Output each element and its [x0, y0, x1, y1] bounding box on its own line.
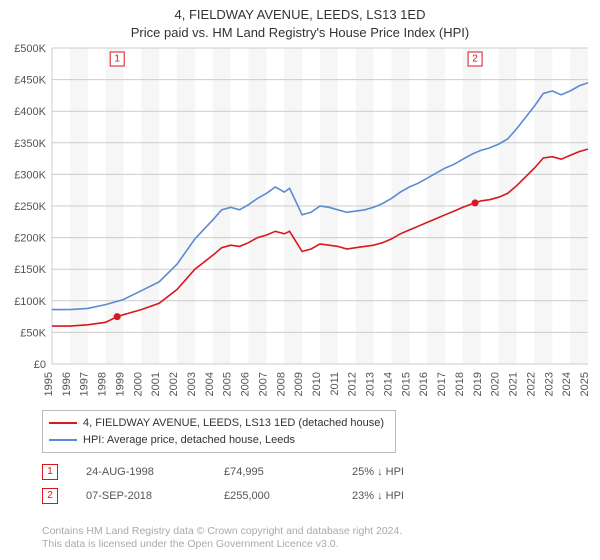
event-marker-box: 1: [42, 464, 58, 480]
event-marker-box: 2: [42, 488, 58, 504]
credits-line1: Contains HM Land Registry data © Crown c…: [42, 525, 402, 539]
svg-text:2023: 2023: [543, 372, 555, 396]
event-dot-2: [472, 199, 479, 206]
svg-text:2017: 2017: [436, 372, 448, 396]
svg-text:1999: 1999: [114, 372, 126, 396]
svg-text:2025: 2025: [579, 372, 591, 396]
svg-text:1996: 1996: [61, 372, 73, 396]
legend-label: 4, FIELDWAY AVENUE, LEEDS, LS13 1ED (det…: [83, 415, 384, 432]
svg-text:1997: 1997: [79, 372, 91, 396]
svg-text:£300K: £300K: [14, 169, 46, 181]
svg-text:2004: 2004: [204, 372, 216, 396]
svg-text:£100K: £100K: [14, 296, 46, 308]
svg-text:2010: 2010: [311, 372, 323, 396]
svg-text:£350K: £350K: [14, 138, 46, 150]
legend-swatch: [49, 439, 77, 441]
svg-text:1998: 1998: [97, 372, 109, 396]
event-delta: 23% ↓ HPI: [352, 490, 442, 502]
svg-text:£250K: £250K: [14, 201, 46, 213]
svg-text:1: 1: [114, 54, 120, 65]
svg-text:2015: 2015: [400, 372, 412, 396]
legend-swatch: [49, 422, 77, 424]
svg-text:2006: 2006: [240, 372, 252, 396]
chart-svg: £0 £50K £100K £150K £200K £250K £300K £350K £400…: [0, 42, 600, 402]
svg-text:2024: 2024: [561, 372, 573, 396]
title-line2: Price paid vs. HM Land Registry's House …: [0, 24, 600, 42]
svg-text:2018: 2018: [454, 372, 466, 396]
svg-text:2003: 2003: [186, 372, 198, 396]
legend: 4, FIELDWAY AVENUE, LEEDS, LS13 1ED (det…: [42, 410, 396, 453]
svg-text:£0: £0: [34, 359, 46, 371]
svg-text:2011: 2011: [329, 372, 341, 396]
svg-text:2012: 2012: [347, 372, 359, 396]
event-row: 2 07-SEP-2018 £255,000 23% ↓ HPI: [42, 488, 442, 504]
svg-text:2000: 2000: [132, 372, 144, 396]
credits-line2: This data is licensed under the Open Gov…: [42, 538, 402, 552]
svg-text:£450K: £450K: [14, 75, 46, 87]
event-price: £255,000: [224, 490, 324, 502]
svg-text:2019: 2019: [472, 372, 484, 396]
svg-text:1995: 1995: [43, 372, 55, 396]
legend-item: HPI: Average price, detached house, Leed…: [49, 432, 389, 449]
event-delta: 25% ↓ HPI: [352, 466, 442, 478]
svg-text:2008: 2008: [275, 372, 287, 396]
event-date: 07-SEP-2018: [86, 490, 196, 502]
event-list: 1 24-AUG-1998 £74,995 25% ↓ HPI 2 07-SEP-2018…: [42, 456, 442, 504]
svg-text:2021: 2021: [508, 372, 520, 396]
svg-text:£400K: £400K: [14, 106, 46, 118]
svg-text:2002: 2002: [168, 372, 180, 396]
svg-text:£150K: £150K: [14, 264, 46, 276]
credits: Contains HM Land Registry data © Crown c…: [42, 525, 402, 552]
svg-text:£50K: £50K: [20, 327, 46, 339]
svg-text:2013: 2013: [365, 372, 377, 396]
svg-text:£200K: £200K: [14, 233, 46, 245]
event-date: 24-AUG-1998: [86, 466, 196, 478]
chart-area: £0 £50K £100K £150K £200K £250K £300K £350K £400…: [0, 42, 600, 402]
chart-title: 4, FIELDWAY AVENUE, LEEDS, LS13 1ED Pric…: [0, 0, 600, 41]
svg-text:2009: 2009: [293, 372, 305, 396]
event-price: £74,995: [224, 466, 324, 478]
svg-text:2020: 2020: [490, 372, 502, 396]
svg-text:2016: 2016: [418, 372, 430, 396]
legend-item: 4, FIELDWAY AVENUE, LEEDS, LS13 1ED (det…: [49, 415, 389, 432]
svg-text:£500K: £500K: [14, 43, 46, 55]
svg-text:2: 2: [472, 54, 478, 65]
event-row: 1 24-AUG-1998 £74,995 25% ↓ HPI: [42, 464, 442, 480]
legend-label: HPI: Average price, detached house, Leed…: [83, 432, 295, 449]
svg-text:2001: 2001: [150, 372, 162, 396]
svg-text:2007: 2007: [257, 372, 269, 396]
svg-text:2022: 2022: [525, 372, 537, 396]
svg-text:2014: 2014: [382, 372, 394, 396]
svg-text:2005: 2005: [222, 372, 234, 396]
event-dot-1: [114, 313, 121, 320]
title-line1: 4, FIELDWAY AVENUE, LEEDS, LS13 1ED: [0, 6, 600, 24]
